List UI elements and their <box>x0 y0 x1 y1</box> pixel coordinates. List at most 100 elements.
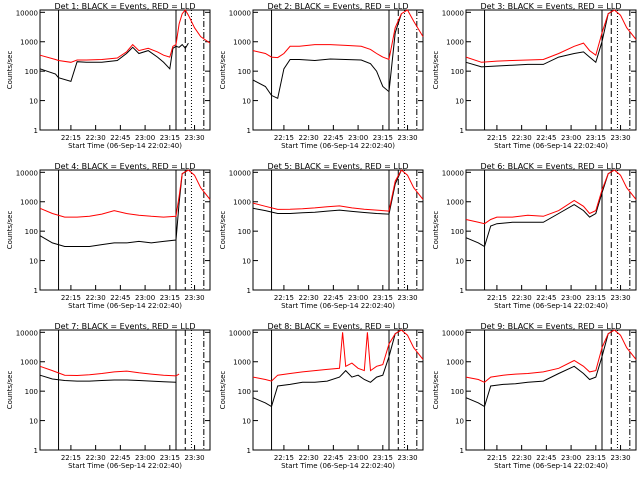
y-tick-label: 10 <box>29 98 38 106</box>
panel-title: Det 2: BLACK = Events, RED = LLD <box>268 2 409 11</box>
x-axis-label: Start Time (06-Sep-14 22:02:40) <box>281 142 395 150</box>
x-tick-label: 22:15 <box>61 294 81 302</box>
x-axis-label: Start Time (06-Sep-14 22:02:40) <box>494 142 608 150</box>
x-tick-label: 23:30 <box>610 294 630 302</box>
x-axis-label: Start Time (06-Sep-14 22:02:40) <box>68 302 182 310</box>
y-axis-label: Counts/sec <box>6 211 14 250</box>
x-tick-label: 22:45 <box>536 134 556 142</box>
panel-det-2: Det 2: BLACK = Events, RED = LLD 1 10 100 10… <box>219 2 424 150</box>
y-tick-label: 1 <box>34 447 38 455</box>
plot-frame <box>252 329 424 451</box>
panel-det-5: Det 5: BLACK = Events, RED = LLD 1 10 100 10… <box>219 162 424 310</box>
x-tick-label: 22:45 <box>110 454 130 462</box>
x-tick-label: 22:15 <box>274 454 294 462</box>
x-tick-label: 23:15 <box>373 454 393 462</box>
x-tick-label: 23:30 <box>184 454 204 462</box>
x-tick-label: 23:00 <box>135 454 155 462</box>
series-events-line <box>465 329 615 408</box>
y-tick-label: 100 <box>25 68 38 76</box>
y-tick-label: 10 <box>455 418 464 426</box>
panel-title: Det 3: BLACK = Events, RED = LLD <box>481 2 622 11</box>
y-tick-label: 10000 <box>442 329 464 337</box>
y-axis-label: Counts/sec <box>432 211 440 250</box>
panel-title: Det 9: BLACK = Events, RED = LLD <box>481 322 622 331</box>
x-tick-label: 23:00 <box>348 294 368 302</box>
y-tick-label: 10 <box>29 418 38 426</box>
y-tick-label: 10000 <box>442 169 464 177</box>
x-tick-label: 22:30 <box>512 454 532 462</box>
x-tick-label: 23:15 <box>586 134 606 142</box>
y-tick-label: 10000 <box>16 9 38 17</box>
x-tick-label: 22:45 <box>536 454 556 462</box>
series-lld-line <box>252 9 424 61</box>
panel-det-6: Det 6: BLACK = Events, RED = LLD 1 10 100 10… <box>432 162 637 310</box>
x-tick-label: 23:15 <box>586 294 606 302</box>
series-lld-line <box>465 9 637 63</box>
panel-title: Det 6: BLACK = Events, RED = LLD <box>481 162 622 171</box>
y-axis-label: Counts/sec <box>6 51 14 90</box>
y-tick-label: 1000 <box>446 39 464 47</box>
series-lld-line <box>252 169 424 212</box>
y-tick-label: 1 <box>460 287 464 295</box>
y-tick-label: 10000 <box>16 329 38 337</box>
y-tick-label: 10000 <box>229 329 251 337</box>
x-tick-label: 23:15 <box>160 294 180 302</box>
x-tick-label: 22:30 <box>86 294 106 302</box>
y-tick-label: 100 <box>451 228 464 236</box>
y-tick-label: 10 <box>242 98 251 106</box>
series-events-line <box>465 169 615 248</box>
y-tick-label: 10000 <box>229 9 251 17</box>
x-tick-label: 23:00 <box>561 454 581 462</box>
y-tick-label: 1 <box>247 287 251 295</box>
x-tick-label: 23:30 <box>610 454 630 462</box>
x-tick-label: 22:30 <box>299 294 319 302</box>
x-tick-label: 22:15 <box>487 294 507 302</box>
x-tick-label: 22:30 <box>299 134 319 142</box>
y-tick-label: 1 <box>247 127 251 135</box>
panel-title: Det 4: BLACK = Events, RED = LLD <box>55 162 196 171</box>
x-tick-label: 22:15 <box>61 134 81 142</box>
panel-det-3: Det 3: BLACK = Events, RED = LLD 1 10 100 10… <box>432 2 637 150</box>
y-tick-label: 10000 <box>229 169 251 177</box>
x-tick-label: 23:30 <box>184 294 204 302</box>
panel-title: Det 7: BLACK = Events, RED = LLD <box>55 322 196 331</box>
y-tick-label: 10 <box>455 258 464 266</box>
x-axis-label: Start Time (06-Sep-14 22:02:40) <box>281 302 395 310</box>
y-tick-label: 10 <box>242 258 251 266</box>
x-tick-label: 23:15 <box>160 454 180 462</box>
y-tick-label: 1000 <box>233 359 251 367</box>
plot-frame <box>252 9 424 131</box>
y-axis-label: Counts/sec <box>219 51 227 90</box>
x-tick-label: 23:30 <box>397 454 417 462</box>
plot-frame <box>39 329 211 451</box>
y-tick-label: 10 <box>455 98 464 106</box>
x-tick-label: 23:00 <box>348 134 368 142</box>
panel-det-1: Det 1: BLACK = Events, RED = LLD 1 10 100 10… <box>6 2 211 150</box>
x-tick-label: 22:45 <box>323 454 343 462</box>
y-tick-label: 1 <box>34 127 38 135</box>
y-tick-label: 1000 <box>446 359 464 367</box>
panel-det-4: Det 4: BLACK = Events, RED = LLD 1 10 100 10… <box>6 162 211 310</box>
x-tick-label: 23:15 <box>373 294 393 302</box>
series-events-line <box>252 169 402 215</box>
series-events-line <box>39 42 189 83</box>
y-tick-label: 10000 <box>16 169 38 177</box>
series-events-line <box>39 169 189 247</box>
x-tick-label: 23:30 <box>397 294 417 302</box>
panel-det-8: Det 8: BLACK = Events, RED = LLD 1 10 100 10… <box>219 322 424 470</box>
x-tick-label: 22:30 <box>299 454 319 462</box>
x-axis-label: Start Time (06-Sep-14 22:02:40) <box>494 302 608 310</box>
series-lld-line <box>39 9 211 63</box>
y-tick-label: 100 <box>25 388 38 396</box>
x-axis-label: Start Time (06-Sep-14 22:02:40) <box>68 142 182 150</box>
y-tick-label: 100 <box>451 68 464 76</box>
x-tick-label: 22:15 <box>274 294 294 302</box>
panel-title: Det 5: BLACK = Events, RED = LLD <box>268 162 409 171</box>
series-events-line <box>252 13 402 100</box>
x-tick-label: 22:45 <box>323 294 343 302</box>
plot-frame <box>39 9 211 131</box>
series-lld-line <box>465 329 637 383</box>
y-tick-label: 1000 <box>446 199 464 207</box>
x-tick-label: 23:15 <box>160 134 180 142</box>
